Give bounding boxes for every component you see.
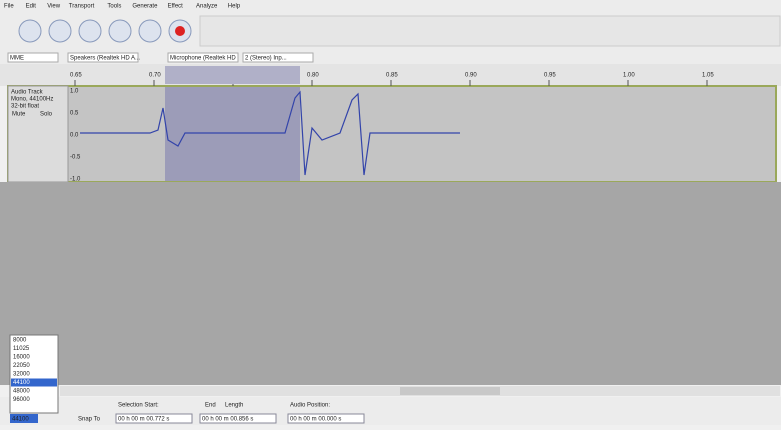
selection: [165, 87, 300, 181]
ruler-label: 0.65: [70, 73, 82, 79]
menu-item[interactable]: Analyze: [196, 4, 218, 10]
rate-highlight: [11, 378, 57, 387]
ruler-label: 0.80: [307, 73, 319, 79]
device-label[interactable]: 2 (Stereo) Inp...: [245, 56, 287, 62]
time-value: 00 h 00 m 00.772 s: [118, 417, 169, 423]
stop-button[interactable]: [78, 19, 102, 43]
menu-item[interactable]: Tools: [107, 4, 121, 10]
snap-label: Snap To: [78, 417, 101, 423]
menu-item[interactable]: Edit: [26, 4, 37, 10]
rate-option[interactable]: 16000: [13, 355, 30, 361]
track-info: 32-bit float: [11, 104, 39, 110]
rate-dropdown[interactable]: [9, 334, 59, 414]
amplitude-label: -1.0: [70, 177, 81, 183]
ruler-selection: [165, 66, 300, 84]
menu-item[interactable]: View: [47, 4, 61, 10]
mute-button[interactable]: Mute: [12, 112, 26, 118]
device-select[interactable]: [242, 52, 314, 63]
device-label[interactable]: MME: [10, 56, 24, 62]
rate-option[interactable]: 8000: [13, 338, 27, 344]
ruler-label: 0.90: [465, 73, 477, 79]
tool-buttons: [199, 15, 781, 47]
solo-button[interactable]: Solo: [40, 112, 53, 118]
amplitude-label: -0.5: [70, 155, 81, 161]
rate-option[interactable]: 32000: [13, 372, 30, 378]
ruler-label: 0.95: [544, 73, 556, 79]
device-select[interactable]: [67, 52, 139, 63]
track-info: Audio Track: [11, 90, 44, 96]
menu-item[interactable]: Effect: [168, 4, 184, 10]
project-rate[interactable]: 44100: [12, 417, 29, 423]
device-label[interactable]: Speakers (Realtek HD A...: [70, 56, 140, 62]
track: [7, 85, 777, 183]
track-panel: [7, 85, 69, 183]
empty-track-area: [0, 182, 781, 385]
skip-end-button[interactable]: [138, 19, 162, 43]
menu-item[interactable]: Generate: [132, 4, 158, 10]
menu-item[interactable]: Help: [228, 4, 241, 10]
amplitude-label: 0.5: [70, 111, 79, 117]
start-label: Selection Start:: [118, 403, 159, 409]
rate-option[interactable]: 11025: [13, 346, 30, 352]
position-label: Audio Position:: [290, 403, 330, 409]
rate-option[interactable]: 96000: [13, 397, 30, 403]
end-label: End: [205, 403, 216, 409]
waveform: [80, 90, 460, 176]
amplitude-label: 1.0: [70, 89, 79, 95]
time-value: 00 h 00 m 00.856 s: [202, 417, 253, 423]
skip-start-button[interactable]: [108, 19, 132, 43]
track-info: Mono, 44100Hz: [11, 97, 53, 103]
device-label[interactable]: Microphone (Realtek HD: [170, 56, 236, 62]
menu-item[interactable]: Transport: [69, 4, 95, 10]
amplitude-label: 0.0: [70, 133, 79, 139]
time-field: [199, 413, 277, 424]
rate-box[interactable]: [10, 414, 38, 423]
ruler-label: 0.85: [386, 73, 398, 79]
time-value: 00 h 00 m 00.000 s: [290, 417, 341, 423]
menu-item[interactable]: File: [4, 4, 14, 10]
ruler-label: 1.05: [702, 73, 714, 79]
time-field: [115, 413, 193, 424]
length-label: Length: [225, 403, 243, 409]
rate-option[interactable]: 44100: [13, 380, 30, 386]
pause-button[interactable]: [18, 19, 42, 43]
ruler-label: 0.70: [149, 73, 161, 79]
record-dot: [175, 26, 185, 36]
transport: [18, 19, 192, 43]
device-select[interactable]: [7, 52, 59, 63]
scroll-thumb[interactable]: [400, 387, 500, 395]
device-select[interactable]: [167, 52, 239, 63]
ruler-label: 1.00: [623, 73, 635, 79]
play-button[interactable]: [48, 19, 72, 43]
rate-option[interactable]: 48000: [13, 389, 30, 395]
time-field: [287, 413, 365, 424]
rate-option[interactable]: 22050: [13, 363, 30, 369]
